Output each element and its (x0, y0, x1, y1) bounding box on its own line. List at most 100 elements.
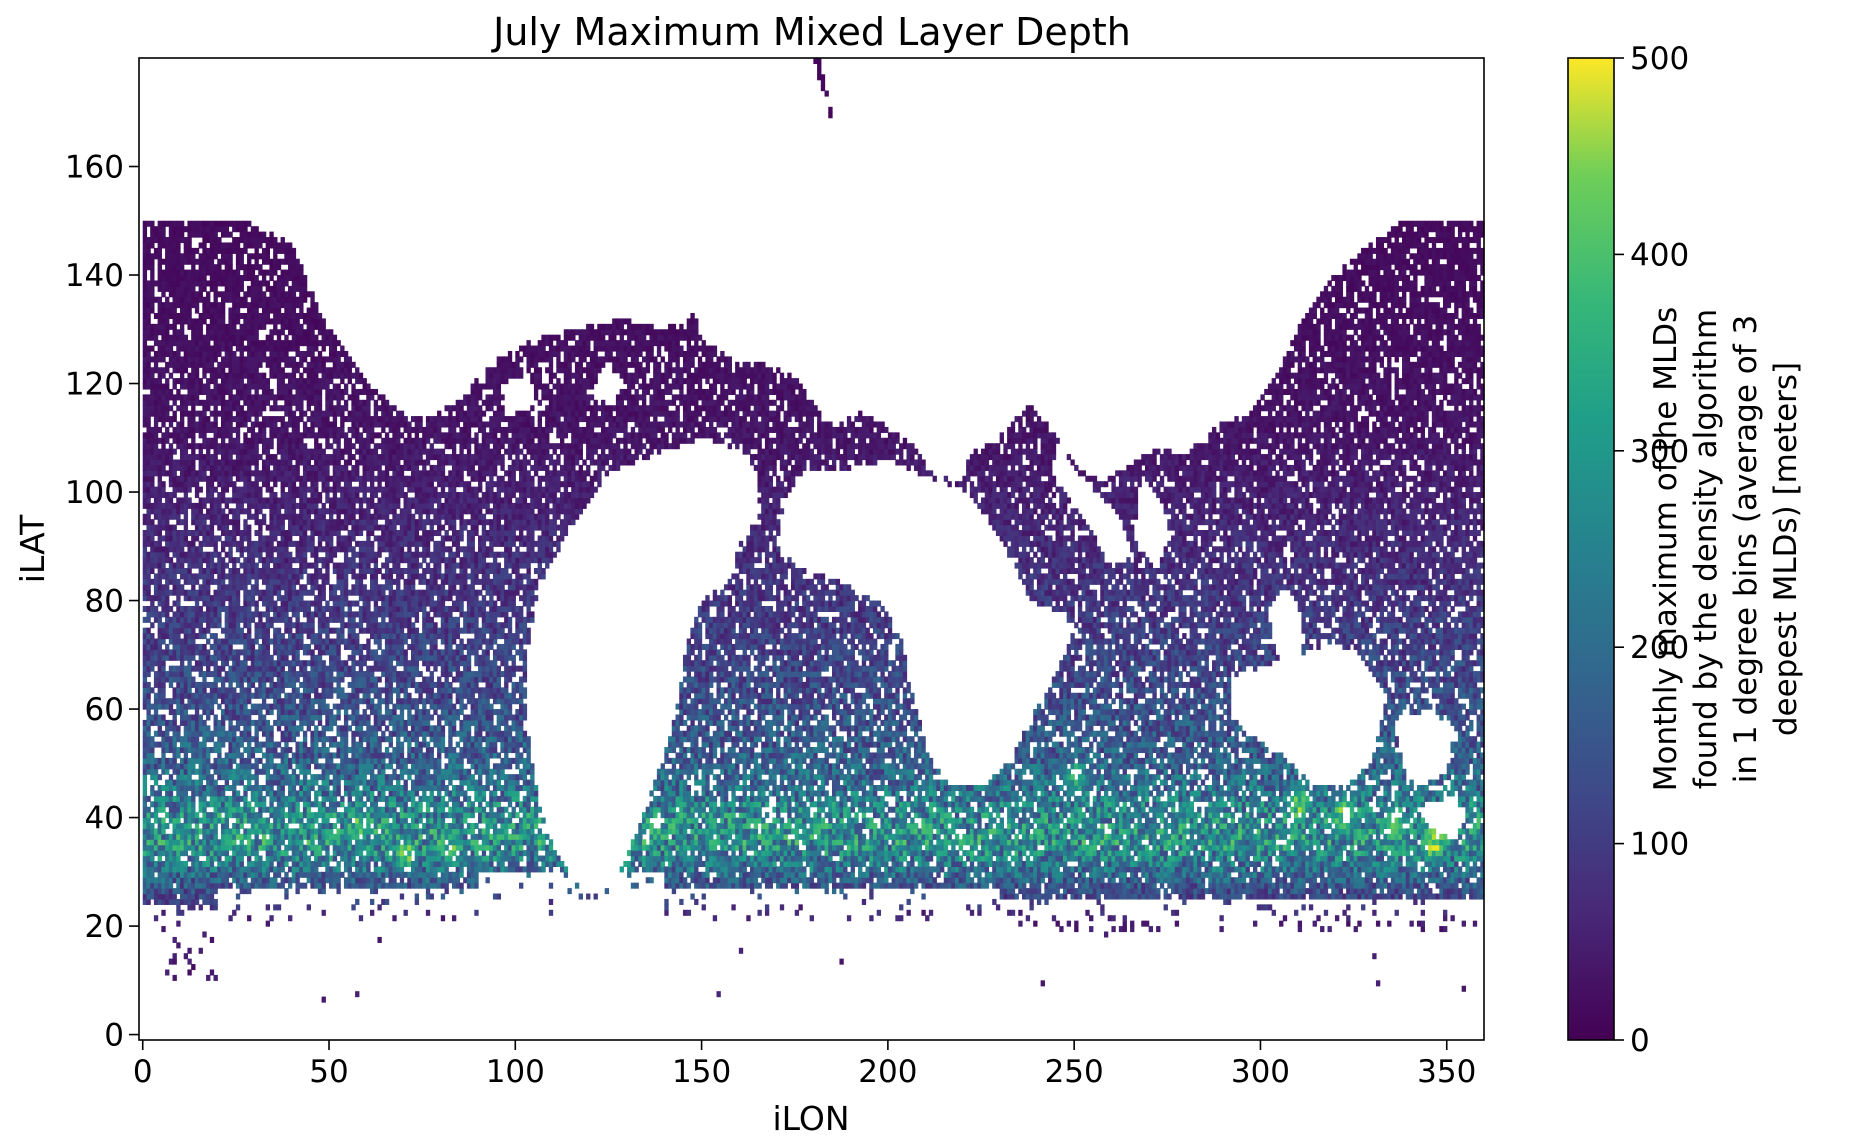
heatmap-cell (306, 681, 311, 688)
heatmap-cell (314, 302, 319, 309)
heatmap-cell (191, 638, 196, 645)
heatmap-cell (239, 247, 244, 254)
heatmap-cell (220, 454, 226, 461)
heatmap-cell (153, 280, 159, 287)
heatmap-cell (314, 459, 319, 466)
heatmap-cell (299, 378, 304, 385)
heatmap-cell (284, 302, 289, 309)
heatmap-cell (261, 752, 267, 759)
heatmap-cell (153, 730, 159, 737)
heatmap-cell (239, 334, 244, 341)
heatmap-cell (273, 247, 278, 254)
heatmap-cell (291, 437, 297, 444)
heatmap-cell (202, 410, 207, 417)
heatmap-cell (191, 757, 196, 764)
heatmap-cell (232, 318, 237, 325)
heatmap-cell (276, 285, 282, 292)
heatmap-cell (273, 312, 278, 320)
heatmap-cell (243, 817, 248, 824)
heatmap-cell (153, 660, 159, 667)
heatmap-cell (317, 839, 323, 846)
heatmap-cell (187, 611, 192, 618)
heatmap-cell (220, 790, 226, 797)
heatmap-cell (224, 584, 230, 591)
heatmap-cell (314, 638, 319, 645)
heatmap-cell (288, 709, 293, 716)
heatmap-cell (306, 470, 311, 477)
heatmap-cell (202, 426, 207, 433)
heatmap-cell (235, 264, 241, 271)
heatmap-cell (224, 513, 230, 520)
heatmap-cell (172, 562, 177, 569)
heatmap-cell (288, 513, 293, 520)
heatmap-cell (217, 687, 222, 694)
heatmap-cell (161, 269, 166, 276)
heatmap-cell (239, 850, 244, 857)
heatmap-cell (265, 253, 271, 260)
heatmap-cell (232, 709, 237, 716)
heatmap-cell (284, 318, 289, 325)
heatmap-cell (153, 573, 159, 580)
heatmap-cell (150, 643, 155, 650)
heatmap-cell (276, 633, 282, 640)
heatmap-cell (179, 237, 185, 244)
heatmap-cell (153, 497, 159, 504)
heatmap-cell (250, 671, 256, 678)
heatmap-cell (202, 372, 207, 379)
heatmap-cell (273, 855, 278, 862)
heatmap-cell (317, 356, 323, 363)
heatmap-cell (265, 638, 271, 645)
heatmap-cell (243, 508, 248, 515)
heatmap-cell (176, 806, 181, 813)
heatmap-cell (157, 643, 162, 650)
heatmap-cell (172, 589, 177, 596)
heatmap-cell (280, 394, 285, 401)
heatmap-cell (217, 703, 222, 710)
heatmap-cell (157, 833, 162, 840)
heatmap-cell (187, 394, 192, 401)
heatmap-cell (288, 481, 293, 488)
heatmap-cell (254, 725, 259, 732)
heatmap-cell (198, 340, 203, 347)
heatmap-cell (202, 589, 207, 596)
heatmap-cell (206, 524, 211, 531)
heatmap-cell (202, 795, 207, 802)
heatmap-cell (314, 676, 319, 683)
heatmap-cell (157, 394, 162, 401)
heatmap-cell (206, 448, 211, 455)
heatmap-cell (187, 714, 192, 721)
heatmap-cell (284, 812, 289, 819)
heatmap-cell (239, 839, 244, 846)
heatmap-cell (302, 432, 308, 439)
heatmap-cell (314, 399, 319, 406)
heatmap-cell (209, 410, 215, 417)
heatmap-cell (243, 692, 248, 699)
heatmap-cell (213, 665, 218, 672)
heatmap-cell (228, 296, 233, 303)
heatmap-cell (276, 394, 282, 401)
heatmap-cell (239, 730, 244, 737)
heatmap-cell (269, 502, 274, 509)
heatmap-cell (161, 822, 166, 830)
heatmap-cell (306, 454, 311, 461)
heatmap-cell (150, 719, 155, 726)
heatmap-cell (276, 882, 282, 889)
heatmap-cell (235, 573, 241, 580)
heatmap-cell (250, 660, 256, 667)
heatmap-cell (306, 768, 311, 775)
heatmap-cell (291, 611, 297, 618)
heatmap-cell (179, 687, 185, 694)
heatmap-cell (299, 323, 304, 330)
heatmap-cell (280, 443, 285, 450)
heatmap-cell (276, 839, 282, 846)
heatmap-cell (314, 600, 319, 607)
heatmap-cell (168, 817, 174, 824)
heatmap-cell (235, 443, 241, 450)
heatmap-cell (157, 795, 162, 802)
heatmap-cell (220, 513, 226, 520)
heatmap-cell (202, 340, 207, 347)
heatmap-cell (213, 812, 218, 819)
heatmap-cell (194, 871, 200, 878)
heatmap-cell (288, 616, 293, 623)
heatmap-cell (168, 421, 174, 428)
